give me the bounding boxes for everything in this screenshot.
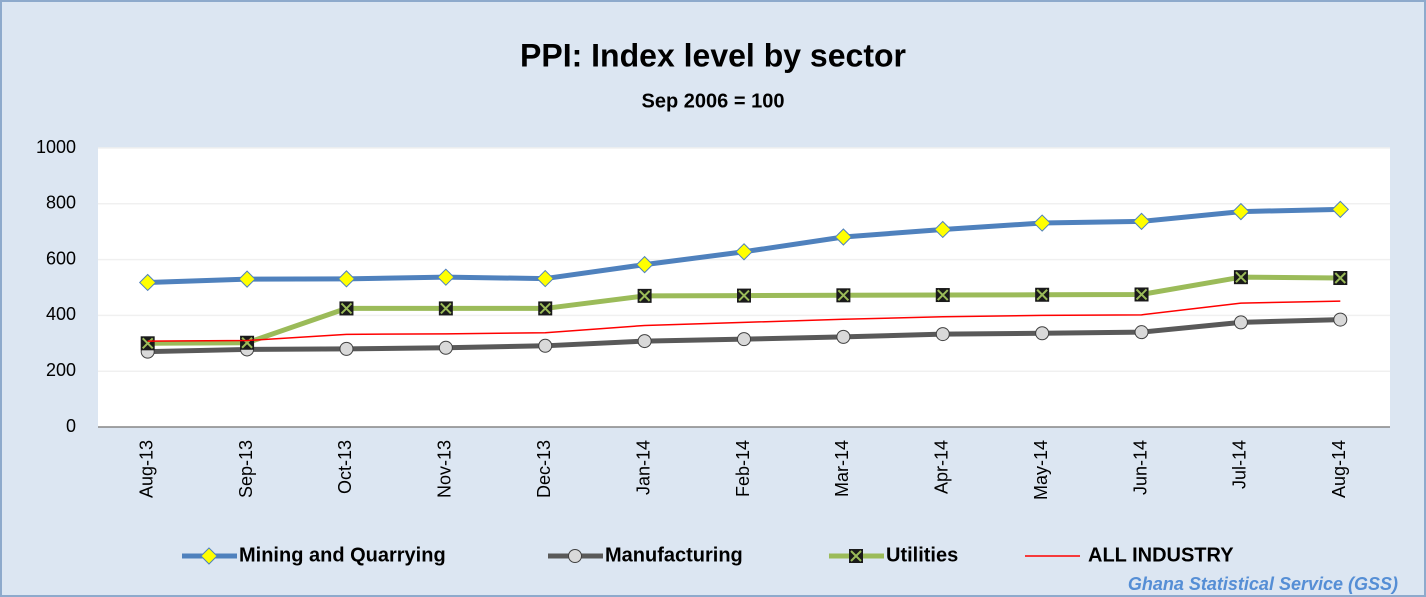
marker — [339, 301, 354, 316]
marker — [935, 288, 950, 303]
y-tick-label: 1000 — [36, 137, 76, 157]
marker — [935, 327, 950, 342]
x-tick-label: Jul-14 — [1230, 440, 1250, 489]
marker — [1331, 200, 1350, 219]
marker-cross — [1334, 272, 1347, 284]
x-tick-label: Oct-13 — [335, 440, 355, 494]
marker — [735, 243, 753, 261]
marker — [1134, 325, 1149, 340]
x-tick-label: Aug-13 — [136, 440, 156, 498]
marker-cross — [1036, 289, 1048, 301]
y-tick-label: 400 — [46, 304, 76, 324]
marker — [438, 301, 453, 316]
y-tick-label: 800 — [46, 193, 76, 213]
legend-label: Utilities — [886, 544, 958, 566]
x-tick-label: Mar-14 — [832, 440, 852, 497]
marker-cross — [1135, 288, 1148, 301]
x-tick-label: Dec-13 — [534, 440, 554, 498]
marker — [536, 269, 554, 288]
plot-area — [98, 148, 1390, 427]
y-tick-label: 200 — [46, 360, 76, 380]
marker — [737, 332, 751, 347]
chart-subtitle: Sep 2006 = 100 — [642, 90, 785, 112]
legend-label: ALL INDUSTRY — [1088, 544, 1234, 566]
chart-title: PPI: Index level by sector — [520, 37, 906, 73]
marker — [138, 273, 157, 292]
x-tick-label: Jan-14 — [633, 440, 653, 495]
marker — [538, 301, 553, 316]
marker — [1035, 287, 1050, 302]
marker — [1333, 271, 1348, 286]
marker — [339, 341, 354, 356]
marker-cross — [340, 302, 353, 315]
marker — [1333, 312, 1348, 327]
marker — [438, 340, 453, 355]
marker — [834, 228, 853, 246]
marker-cross — [241, 337, 253, 349]
marker — [849, 549, 863, 563]
marker — [140, 336, 155, 351]
marker — [737, 288, 751, 303]
marker-cross — [539, 302, 551, 315]
y-tick-label: 0 — [66, 416, 76, 436]
source-note: Ghana Statistical Service (GSS) — [1128, 574, 1398, 594]
x-tick-label: May-14 — [1031, 440, 1051, 500]
marker — [240, 335, 255, 350]
marker — [437, 268, 455, 286]
series-line — [147, 300, 1341, 342]
x-tick-label: Apr-14 — [932, 440, 952, 494]
x-tick-label: Nov-13 — [435, 440, 455, 498]
marker — [934, 220, 952, 239]
marker — [538, 338, 553, 353]
marker-cross — [141, 337, 154, 350]
marker — [1232, 202, 1250, 221]
marker — [1033, 214, 1051, 232]
marker — [1035, 326, 1050, 341]
marker — [1233, 270, 1248, 285]
x-tick-label: Sep-13 — [236, 440, 256, 498]
marker-cross — [850, 550, 862, 562]
legend-label: Mining and Quarrying — [239, 544, 446, 566]
legend-label: Manufacturing — [605, 544, 743, 566]
marker-cross — [440, 302, 452, 315]
marker-cross — [738, 289, 750, 302]
marker-cross — [1235, 271, 1247, 283]
marker — [637, 288, 652, 303]
marker — [568, 549, 582, 563]
marker — [337, 270, 356, 288]
marker-cross — [837, 289, 850, 302]
marker-cross — [937, 289, 949, 301]
marker — [637, 334, 652, 349]
marker — [1132, 212, 1151, 231]
x-tick-label: Aug-14 — [1329, 440, 1349, 498]
marker — [1134, 287, 1149, 302]
marker — [836, 329, 851, 344]
marker-cross — [638, 290, 651, 302]
marker — [200, 547, 218, 565]
x-tick-label: Jun-14 — [1130, 440, 1150, 495]
marker — [238, 270, 256, 288]
marker — [1233, 315, 1248, 330]
y-tick-label: 600 — [46, 248, 76, 268]
marker — [836, 288, 851, 303]
x-tick-label: Feb-14 — [733, 440, 753, 497]
marker — [635, 255, 654, 274]
